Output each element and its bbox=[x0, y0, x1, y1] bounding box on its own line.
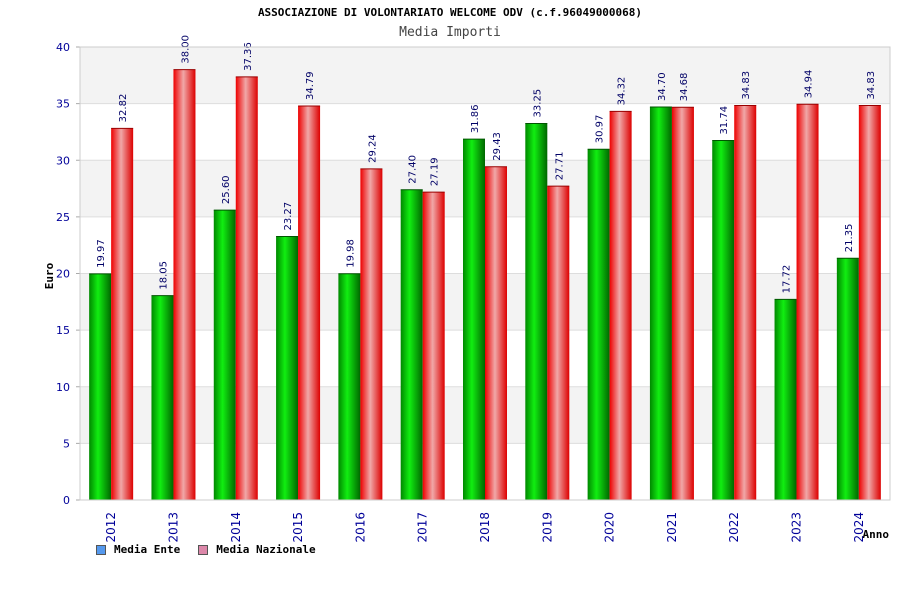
x-tick-label: 2013 bbox=[166, 512, 180, 543]
bar-ente-2017 bbox=[400, 189, 423, 500]
data-label: 34.70 bbox=[657, 72, 668, 101]
plot-border bbox=[79, 46, 891, 501]
bar-ente-2013 bbox=[151, 295, 174, 500]
y-tick-label: 15 bbox=[56, 324, 70, 337]
data-label: 33.25 bbox=[532, 89, 543, 118]
x-tick-label: 2021 bbox=[665, 512, 679, 543]
y-tick-label: 10 bbox=[56, 381, 70, 394]
data-label: 27.40 bbox=[408, 155, 419, 184]
grid-band bbox=[80, 47, 890, 104]
data-label: 30.97 bbox=[595, 115, 606, 144]
bar-ente-2015 bbox=[276, 236, 299, 500]
data-label: 19.98 bbox=[345, 239, 356, 268]
data-label: 21.35 bbox=[844, 224, 855, 253]
bar-nazionale-2013 bbox=[173, 69, 196, 501]
x-tick-label: 2023 bbox=[790, 512, 804, 543]
data-label: 34.32 bbox=[617, 77, 628, 106]
legend-swatch-ente bbox=[96, 544, 106, 555]
data-label: 31.86 bbox=[470, 105, 481, 134]
chart-subtitle: Media Importi bbox=[399, 25, 501, 40]
y-axis-label: Euro bbox=[43, 262, 56, 289]
x-tick-label: 2024 bbox=[852, 512, 866, 543]
legend-item-nazionale: Media Nazionale bbox=[198, 543, 316, 556]
bar-nazionale-2012 bbox=[111, 128, 134, 500]
data-label: 34.83 bbox=[741, 71, 752, 100]
y-tick-label: 0 bbox=[63, 494, 70, 507]
data-label: 19.97 bbox=[96, 239, 107, 268]
bar-ente-2024 bbox=[836, 258, 859, 500]
y-tick-label: 20 bbox=[56, 268, 70, 281]
bar-nazionale-2016 bbox=[360, 168, 383, 500]
y-tick-label: 5 bbox=[63, 437, 70, 450]
bar-ente-2021 bbox=[649, 107, 672, 501]
bar-nazionale-2019 bbox=[547, 186, 570, 500]
y-tick-label: 25 bbox=[56, 211, 70, 224]
bar-ente-2023 bbox=[774, 299, 797, 500]
data-label: 32.82 bbox=[118, 94, 129, 123]
data-label: 27.19 bbox=[430, 157, 441, 186]
x-tick-label: 2022 bbox=[727, 512, 741, 543]
data-label: 34.83 bbox=[866, 71, 877, 100]
legend-label-nazionale: Media Nazionale bbox=[216, 543, 316, 556]
y-tick-label: 35 bbox=[56, 98, 70, 111]
x-tick-label: 2015 bbox=[291, 512, 305, 543]
data-label: 34.94 bbox=[804, 70, 815, 99]
data-label: 31.74 bbox=[719, 106, 730, 135]
bar-ente-2016 bbox=[338, 273, 361, 500]
chart-title: ASSOCIAZIONE DI VOLONTARIATO WELCOME ODV… bbox=[257, 6, 643, 19]
data-label: 23.27 bbox=[283, 202, 294, 231]
x-tick-label: 2018 bbox=[478, 512, 492, 543]
y-tick-label: 30 bbox=[56, 154, 70, 167]
data-label: 29.43 bbox=[492, 132, 503, 161]
data-label: 25.60 bbox=[221, 175, 232, 204]
bar-nazionale-2023 bbox=[796, 104, 819, 500]
data-label: 34.79 bbox=[305, 71, 316, 100]
bar-nazionale-2024 bbox=[858, 105, 881, 501]
data-label: 38.00 bbox=[180, 35, 191, 64]
y-tick-label: 40 bbox=[56, 41, 70, 54]
bar-ente-2022 bbox=[712, 140, 735, 500]
data-label: 27.71 bbox=[554, 152, 565, 181]
bar-ente-2019 bbox=[525, 123, 548, 500]
x-tick-label: 2017 bbox=[416, 512, 430, 543]
data-label: 17.72 bbox=[782, 265, 793, 294]
bar-nazionale-2014 bbox=[235, 76, 258, 500]
x-tick-label: 2016 bbox=[353, 512, 367, 543]
bar-ente-2012 bbox=[89, 273, 112, 500]
data-label: 37.36 bbox=[243, 42, 254, 71]
legend-item-ente: Media Ente bbox=[96, 543, 180, 556]
bar-nazionale-2022 bbox=[734, 105, 757, 501]
bar-nazionale-2018 bbox=[485, 166, 507, 500]
bar-ente-2014 bbox=[213, 210, 236, 500]
bar-nazionale-2021 bbox=[671, 107, 694, 501]
bar-nazionale-2017 bbox=[422, 192, 445, 501]
legend-swatch-nazionale bbox=[198, 544, 209, 555]
x-tick-label: 2014 bbox=[229, 512, 243, 543]
data-labels: 19.97 32.82 18.05 38.00 25.60 37.36 23.27 34.79… bbox=[96, 35, 877, 293]
bars bbox=[89, 69, 881, 501]
axes: 0 5 10 15 20 25 30 35 40 2012 2013 2014 2015 2016 2017… bbox=[56, 41, 891, 543]
x-tick-label: 2012 bbox=[104, 512, 118, 543]
x-tick-label: 2019 bbox=[540, 512, 554, 543]
legend: Media Ente Media Nazionale bbox=[96, 543, 334, 556]
legend-label-ente: Media Ente bbox=[114, 543, 181, 556]
x-tick-label: 2020 bbox=[603, 512, 617, 543]
data-label: 29.24 bbox=[367, 134, 378, 163]
bar-ente-2018 bbox=[463, 139, 485, 501]
bar-ente-2020 bbox=[587, 149, 610, 500]
data-label: 18.05 bbox=[158, 261, 169, 290]
bar-nazionale-2015 bbox=[298, 106, 321, 501]
bar-nazionale-2020 bbox=[609, 111, 632, 501]
x-axis-label: Anno bbox=[863, 528, 890, 541]
data-label: 34.68 bbox=[679, 73, 690, 102]
